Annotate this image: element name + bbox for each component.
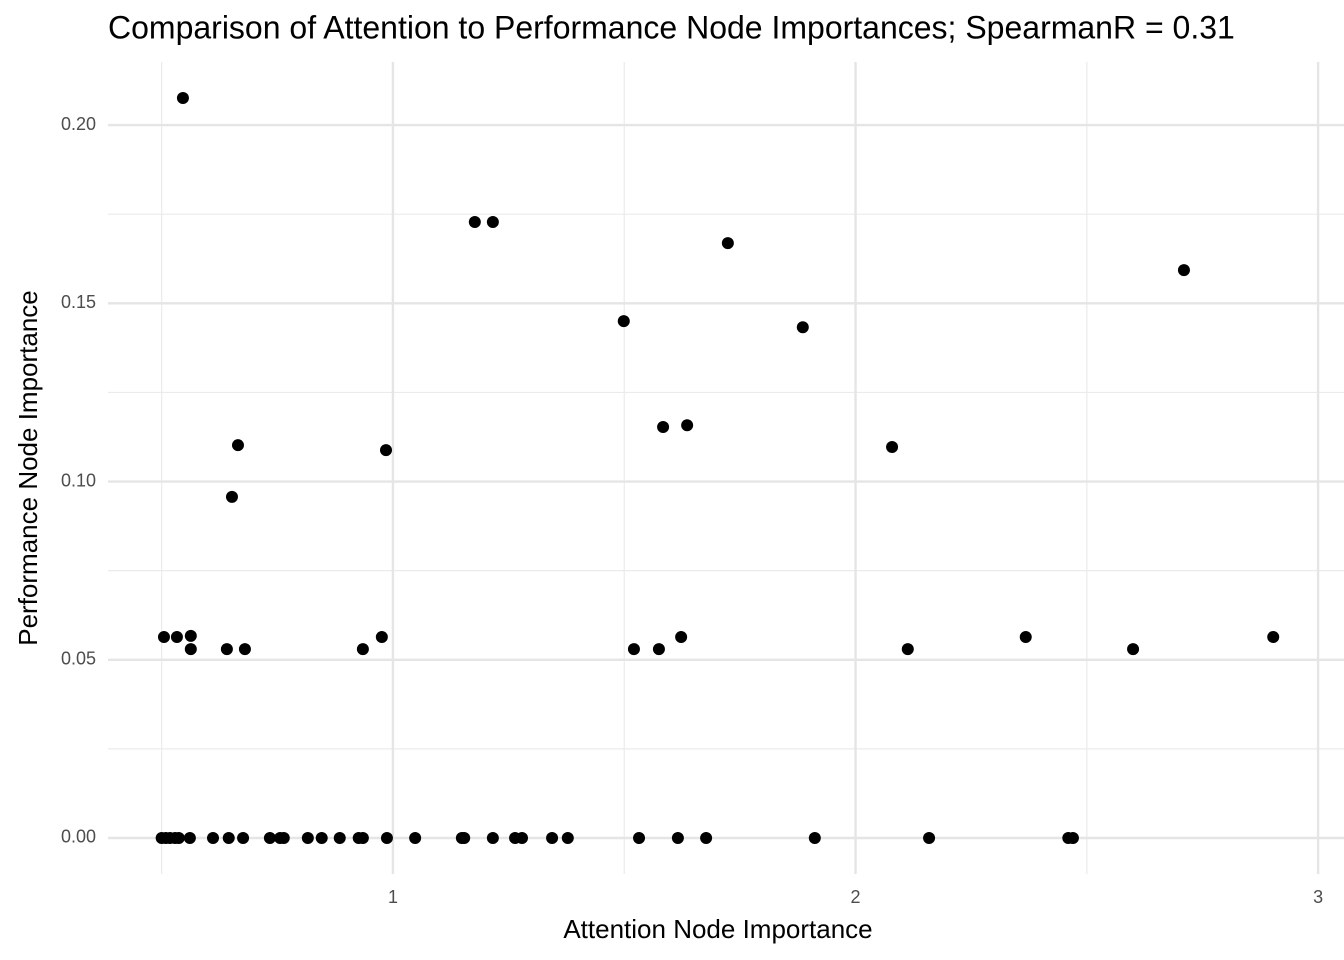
point [652,643,665,656]
point [468,216,481,229]
chart-title: Comparison of Attention to Performance N… [108,9,1235,45]
point [516,831,529,844]
point [220,643,233,656]
point [184,629,197,642]
point [375,630,388,643]
point [546,831,559,844]
point [231,439,244,452]
y-tick-label: 0.20 [61,114,96,134]
x-tick-label: 2 [851,887,861,907]
point [808,831,821,844]
point [315,831,328,844]
y-axis-title: Performance Node Importance [13,290,43,646]
point [627,643,640,656]
y-tick-label: 0.00 [61,827,96,847]
point [633,831,646,844]
grid [108,62,1344,874]
point [681,419,694,432]
point [172,831,185,844]
point [1066,831,1079,844]
point [923,831,936,844]
point [486,216,499,229]
point [458,831,471,844]
point [277,831,290,844]
point [1177,264,1190,277]
point [207,831,220,844]
point [225,490,238,503]
point [157,630,170,643]
point [222,831,235,844]
point [380,831,393,844]
point [409,831,422,844]
point [700,831,713,844]
point [721,237,734,250]
point [901,643,914,656]
point [1019,630,1032,643]
point [333,831,346,844]
x-tick-label: 3 [1313,887,1323,907]
point [238,643,251,656]
point [671,831,684,844]
point [184,643,197,656]
point [301,831,314,844]
point [886,440,899,453]
point [1267,630,1280,643]
point [486,831,499,844]
point [356,643,369,656]
point [796,321,809,334]
point [675,630,688,643]
y-tick-label: 0.15 [61,292,96,312]
point [617,315,630,328]
y-tick-label: 0.10 [61,470,96,490]
point [176,92,189,105]
point [170,630,183,643]
y-tick-label: 0.05 [61,649,96,669]
point [237,831,250,844]
point [1127,643,1140,656]
point [183,831,196,844]
point [657,421,670,434]
x-axis-title: Attention Node Importance [563,914,872,944]
point [561,831,574,844]
point [263,831,276,844]
point [356,831,369,844]
x-tick-label: 1 [388,887,398,907]
point [380,444,393,457]
